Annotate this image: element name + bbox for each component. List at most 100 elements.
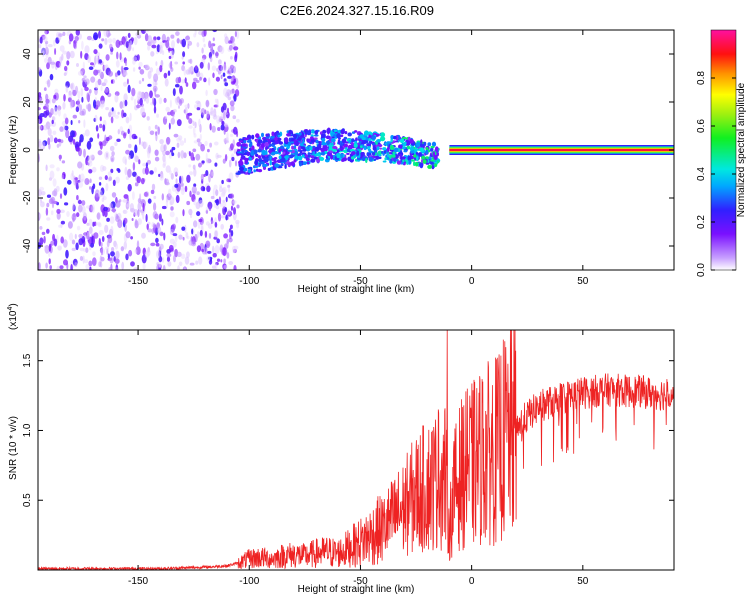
heatmap-cell: [66, 211, 70, 217]
heatmap-cell: [45, 164, 48, 172]
heatmap-cell: [273, 157, 278, 160]
heatmap-cell: [273, 131, 277, 138]
heatmap-cell: [42, 141, 46, 150]
heatmap-cell: [347, 132, 353, 137]
heatmap-cell: [175, 178, 178, 185]
heatmap-cell: [415, 141, 421, 148]
heatmap-cell: [78, 204, 83, 213]
heatmap-cell: [422, 159, 427, 164]
heatmap-cell: [84, 259, 89, 264]
heatmap-cell: [260, 142, 266, 149]
heatmap-cell: [114, 243, 118, 250]
heatmap-cell: [147, 45, 151, 51]
heatmap-cell: [310, 158, 316, 163]
heatmap-cell: [104, 175, 108, 181]
heatmap-cell: [138, 91, 143, 96]
heatmap-y-ticks: -40 -20 0 20 40: [22, 48, 674, 253]
heatmap-cell: [134, 218, 138, 226]
heatmap-cell: [130, 261, 135, 267]
y-tick-label: 40: [22, 48, 33, 60]
heatmap-cell: [239, 140, 243, 143]
heatmap-cell: [132, 67, 136, 72]
heatmap-cell: [194, 104, 198, 109]
heatmap-cell: [119, 101, 124, 109]
heatmap-cell: [227, 209, 231, 216]
heatmap-cell: [344, 131, 348, 135]
heatmap-cell: [330, 138, 336, 143]
heatmap-cell: [62, 31, 66, 36]
heatmap-cell: [333, 129, 337, 132]
heatmap-cell: [222, 247, 227, 257]
heatmap-cell: [54, 48, 57, 55]
heatmap-cell: [38, 107, 41, 111]
heatmap-cell: [100, 103, 103, 107]
heatmap-cell: [65, 85, 69, 93]
heatmap-cell: [110, 168, 114, 174]
heatmap-cell: [85, 264, 90, 270]
heatmap-cell: [196, 191, 200, 196]
heatmap-cell: [169, 211, 175, 218]
heatmap-cell: [351, 156, 355, 160]
heatmap-cell: [79, 256, 84, 261]
heatmap-cell: [169, 170, 172, 175]
heatmap-cell: [188, 208, 193, 216]
heatmap-cell: [175, 84, 180, 88]
heatmap-cell: [178, 105, 180, 109]
heatmap-cell: [234, 30, 237, 38]
heatmap-cell: [202, 187, 206, 192]
heatmap-cell: [152, 223, 156, 229]
heatmap-cell: [261, 132, 264, 138]
heatmap-cell: [179, 99, 183, 106]
heatmap-cell: [341, 157, 347, 162]
heatmap-cell: [216, 98, 219, 108]
heatmap-cell: [51, 60, 55, 69]
heatmap-cell: [72, 203, 75, 211]
snr-scale-exponent: 4: [7, 307, 14, 311]
heatmap-cell: [127, 128, 130, 134]
heatmap-cell: [93, 221, 97, 227]
heatmap-cell: [287, 149, 293, 152]
heatmap-cell: [162, 50, 165, 55]
heatmap-cell: [212, 252, 217, 258]
heatmap-cell: [226, 240, 229, 249]
heatmap-cell: [150, 51, 155, 57]
heatmap-cell: [92, 257, 97, 266]
heatmap-cell: [132, 162, 136, 171]
heatmap-cell: [60, 236, 64, 244]
heatmap-cell: [108, 267, 112, 270]
heatmap-cell: [143, 94, 147, 102]
heatmap-cell: [144, 141, 148, 148]
snr-panel: -150 -100 -50 0 50 0.5 1.0 1.5 Height of strai…: [7, 303, 675, 595]
heatmap-x-axis-label: Height of straight line (km): [298, 284, 415, 295]
heatmap-cell: [212, 112, 216, 117]
heatmap-cell: [209, 56, 213, 63]
heatmap-cell: [244, 149, 248, 153]
heatmap-cell: [121, 36, 126, 45]
heatmap-cell: [47, 137, 51, 145]
heatmap-cell: [98, 43, 103, 49]
heatmap-cell: [179, 175, 182, 184]
heatmap-cell: [159, 243, 164, 250]
heatmap-cell: [83, 119, 86, 128]
heatmap-cell: [243, 139, 247, 144]
heatmap-cell: [182, 209, 185, 217]
heatmap-cell: [322, 144, 328, 150]
heatmap-cell: [115, 176, 120, 184]
heatmap-cell: [154, 81, 158, 86]
snr-series-line: [38, 330, 674, 570]
heatmap-cell: [321, 133, 325, 139]
heatmap-cell: [38, 189, 42, 197]
heatmap-cell: [94, 114, 98, 122]
heatmap-cell: [52, 116, 56, 121]
heatmap-cell: [58, 224, 63, 228]
heatmap-cell: [89, 186, 92, 190]
heatmap-cell: [59, 45, 65, 52]
heatmap-cell: [371, 152, 376, 156]
heatmap-cell: [101, 38, 105, 42]
heatmap-cell: [225, 196, 228, 203]
heatmap-cell: [87, 55, 91, 63]
heatmap-cell: [63, 65, 68, 72]
heatmap-cell: [203, 77, 207, 83]
heatmap-cell: [329, 142, 334, 146]
heatmap-cell: [219, 46, 225, 54]
